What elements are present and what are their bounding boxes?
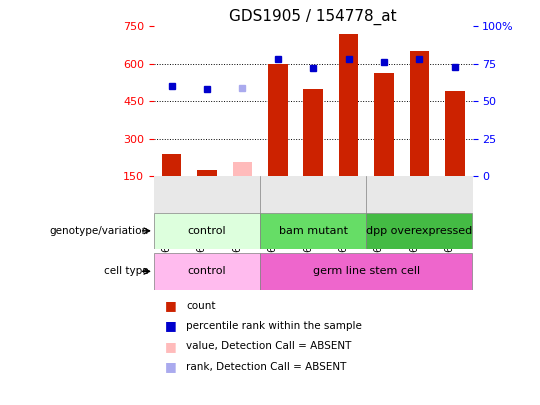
Text: ■: ■ bbox=[165, 320, 177, 333]
Text: ■: ■ bbox=[165, 299, 177, 312]
Bar bbox=[268, 64, 287, 176]
Bar bbox=[154, 253, 260, 290]
Bar bbox=[260, 253, 472, 290]
Bar bbox=[154, 213, 260, 249]
Text: control: control bbox=[188, 226, 226, 236]
Bar bbox=[162, 153, 181, 176]
Text: control: control bbox=[188, 266, 226, 276]
Text: cell type: cell type bbox=[104, 266, 148, 276]
Bar bbox=[197, 170, 217, 176]
Text: germ line stem cell: germ line stem cell bbox=[313, 266, 420, 276]
Text: ■: ■ bbox=[165, 360, 177, 373]
Text: dpp overexpressed: dpp overexpressed bbox=[366, 226, 472, 236]
Bar bbox=[260, 213, 366, 249]
Bar bbox=[445, 91, 464, 176]
Bar bbox=[374, 72, 394, 176]
Text: bam mutant: bam mutant bbox=[279, 226, 348, 236]
Text: genotype/variation: genotype/variation bbox=[49, 226, 148, 236]
Title: GDS1905 / 154778_at: GDS1905 / 154778_at bbox=[230, 9, 397, 25]
Text: percentile rank within the sample: percentile rank within the sample bbox=[186, 321, 362, 331]
Text: value, Detection Call = ABSENT: value, Detection Call = ABSENT bbox=[186, 341, 352, 351]
Text: rank, Detection Call = ABSENT: rank, Detection Call = ABSENT bbox=[186, 362, 347, 371]
Bar bbox=[303, 89, 323, 176]
Bar bbox=[339, 34, 359, 176]
Bar bbox=[410, 51, 429, 176]
Text: count: count bbox=[186, 301, 216, 311]
Text: ■: ■ bbox=[165, 340, 177, 353]
Bar bbox=[366, 213, 472, 249]
Bar bbox=[233, 162, 252, 176]
